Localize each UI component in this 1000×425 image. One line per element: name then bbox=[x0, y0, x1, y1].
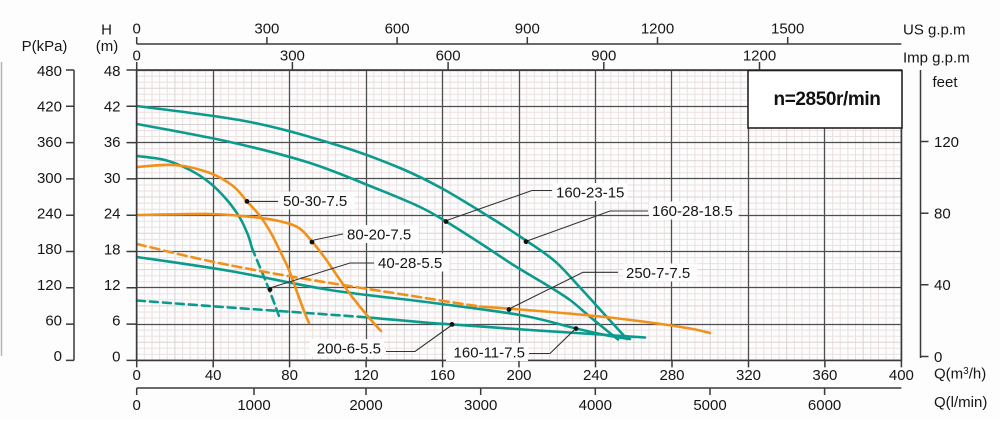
svg-text:120: 120 bbox=[37, 277, 62, 294]
svg-text:300: 300 bbox=[37, 170, 62, 187]
svg-text:60: 60 bbox=[45, 313, 62, 330]
svg-text:600: 600 bbox=[385, 20, 410, 37]
svg-text:H: H bbox=[101, 21, 112, 38]
svg-text:160-11-7.5: 160-11-7.5 bbox=[454, 344, 525, 361]
svg-text:360: 360 bbox=[37, 134, 62, 151]
svg-text:0: 0 bbox=[934, 349, 942, 366]
svg-text:6000: 6000 bbox=[808, 397, 841, 414]
svg-text:160-23-15: 160-23-15 bbox=[556, 184, 624, 201]
svg-text:280: 280 bbox=[659, 367, 684, 384]
svg-text:160: 160 bbox=[430, 367, 455, 384]
svg-text:n=2850r/min: n=2850r/min bbox=[773, 89, 880, 110]
svg-text:5000: 5000 bbox=[693, 397, 726, 414]
svg-text:1200: 1200 bbox=[641, 20, 674, 37]
svg-text:4000: 4000 bbox=[579, 397, 612, 414]
svg-text:0: 0 bbox=[112, 348, 120, 365]
svg-text:120: 120 bbox=[934, 134, 959, 151]
svg-text:120: 120 bbox=[354, 367, 379, 384]
svg-text:240: 240 bbox=[583, 367, 608, 384]
svg-text:0: 0 bbox=[54, 348, 62, 365]
svg-text:42: 42 bbox=[104, 99, 121, 116]
svg-text:200: 200 bbox=[506, 367, 531, 384]
svg-text:Q(m3/h): Q(m3/h) bbox=[934, 366, 986, 383]
svg-text:80: 80 bbox=[934, 206, 951, 223]
svg-text:240: 240 bbox=[37, 206, 62, 223]
svg-text:0: 0 bbox=[133, 20, 141, 37]
svg-text:1500: 1500 bbox=[771, 20, 804, 37]
svg-text:3000: 3000 bbox=[464, 397, 497, 414]
svg-text:160-28-18.5: 160-28-18.5 bbox=[652, 203, 733, 220]
svg-text:18: 18 bbox=[104, 241, 121, 258]
svg-text:320: 320 bbox=[736, 367, 761, 384]
svg-text:feet: feet bbox=[932, 74, 958, 91]
svg-text:12: 12 bbox=[104, 277, 121, 294]
svg-text:900: 900 bbox=[591, 47, 616, 64]
svg-text:40: 40 bbox=[205, 367, 222, 384]
svg-text:400: 400 bbox=[889, 367, 914, 384]
svg-text:420: 420 bbox=[37, 99, 62, 116]
svg-text:900: 900 bbox=[515, 20, 540, 37]
svg-text:480: 480 bbox=[37, 63, 62, 80]
svg-text:1000: 1000 bbox=[237, 397, 270, 414]
svg-text:300: 300 bbox=[254, 20, 279, 37]
svg-text:50-30-7.5: 50-30-7.5 bbox=[283, 193, 347, 210]
svg-text:0: 0 bbox=[133, 47, 141, 64]
svg-text:Q(l/min): Q(l/min) bbox=[934, 394, 987, 411]
svg-text:80: 80 bbox=[281, 367, 298, 384]
svg-text:600: 600 bbox=[436, 47, 461, 64]
svg-text:180: 180 bbox=[37, 241, 62, 258]
svg-text:2000: 2000 bbox=[349, 397, 382, 414]
svg-text:200-6-5.5: 200-6-5.5 bbox=[317, 340, 381, 357]
svg-text:48: 48 bbox=[104, 63, 121, 80]
svg-text:40-28-5.5: 40-28-5.5 bbox=[378, 255, 442, 272]
svg-text:24: 24 bbox=[104, 206, 121, 223]
svg-text:0: 0 bbox=[133, 367, 141, 384]
svg-text:30: 30 bbox=[104, 170, 121, 187]
svg-text:0: 0 bbox=[133, 397, 141, 414]
svg-text:P(kPa): P(kPa) bbox=[22, 38, 68, 55]
svg-text:250-7-7.5: 250-7-7.5 bbox=[626, 265, 690, 282]
svg-text:360: 360 bbox=[812, 367, 837, 384]
svg-text:1200: 1200 bbox=[743, 47, 776, 64]
svg-text:6: 6 bbox=[112, 313, 120, 330]
svg-text:Imp g.p.m: Imp g.p.m bbox=[903, 49, 970, 66]
svg-text:36: 36 bbox=[104, 134, 121, 151]
svg-text:80-20-7.5: 80-20-7.5 bbox=[347, 226, 411, 243]
svg-text:300: 300 bbox=[280, 47, 305, 64]
svg-text:(m): (m) bbox=[96, 38, 119, 55]
svg-text:40: 40 bbox=[934, 277, 951, 294]
svg-text:US g.p.m: US g.p.m bbox=[903, 21, 966, 38]
